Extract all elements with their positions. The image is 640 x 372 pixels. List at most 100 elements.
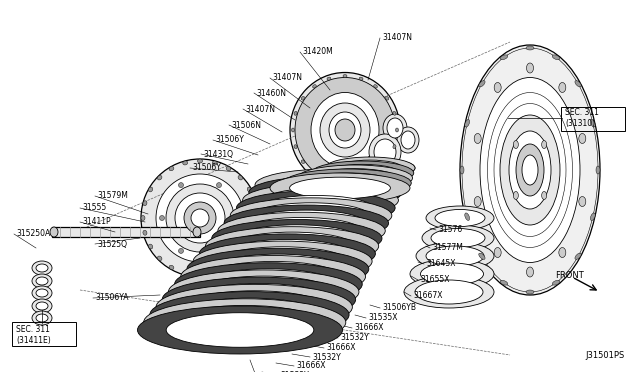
Ellipse shape [218, 247, 347, 276]
Ellipse shape [294, 111, 297, 115]
Ellipse shape [150, 292, 349, 338]
Ellipse shape [291, 128, 294, 132]
Ellipse shape [479, 253, 485, 259]
Ellipse shape [397, 127, 419, 153]
Ellipse shape [509, 131, 551, 209]
Ellipse shape [559, 247, 566, 257]
Ellipse shape [326, 164, 399, 182]
Text: 31666X: 31666X [354, 324, 383, 333]
Text: 31532Y: 31532Y [340, 334, 369, 343]
Ellipse shape [156, 284, 353, 330]
Ellipse shape [212, 161, 217, 165]
Ellipse shape [218, 212, 385, 249]
Ellipse shape [157, 176, 162, 180]
Ellipse shape [526, 46, 534, 50]
Ellipse shape [212, 254, 343, 284]
Ellipse shape [591, 213, 595, 221]
Ellipse shape [36, 277, 48, 285]
Ellipse shape [238, 256, 243, 260]
Ellipse shape [374, 84, 378, 88]
Ellipse shape [36, 289, 48, 297]
Ellipse shape [527, 63, 534, 73]
Ellipse shape [180, 256, 365, 298]
Text: 31532Y: 31532Y [312, 353, 340, 362]
Text: 31460N: 31460N [256, 89, 286, 97]
Text: 315250A: 315250A [16, 230, 51, 238]
Ellipse shape [198, 273, 202, 277]
Text: 31407N: 31407N [272, 74, 302, 83]
Ellipse shape [32, 274, 52, 288]
Ellipse shape [312, 84, 316, 88]
Ellipse shape [420, 263, 483, 285]
Ellipse shape [236, 225, 358, 252]
Ellipse shape [270, 173, 410, 203]
Ellipse shape [474, 196, 481, 206]
Ellipse shape [253, 203, 369, 228]
Ellipse shape [479, 81, 485, 87]
Ellipse shape [431, 228, 485, 247]
Ellipse shape [243, 183, 399, 217]
Ellipse shape [236, 215, 241, 221]
Ellipse shape [199, 234, 376, 273]
Ellipse shape [327, 180, 331, 183]
Ellipse shape [541, 192, 547, 199]
Ellipse shape [374, 139, 396, 165]
Ellipse shape [141, 159, 259, 277]
Ellipse shape [301, 160, 305, 164]
Ellipse shape [264, 188, 376, 212]
Ellipse shape [383, 114, 407, 142]
Text: 31579M: 31579M [97, 192, 128, 201]
Text: 31576: 31576 [438, 225, 462, 234]
Text: 31407N: 31407N [245, 105, 275, 113]
Ellipse shape [314, 169, 396, 187]
Ellipse shape [416, 242, 494, 270]
Ellipse shape [552, 280, 560, 285]
Ellipse shape [312, 172, 316, 175]
Ellipse shape [295, 77, 395, 183]
FancyBboxPatch shape [52, 227, 200, 237]
Ellipse shape [169, 167, 174, 171]
Ellipse shape [247, 210, 365, 236]
Ellipse shape [513, 141, 518, 148]
Ellipse shape [353, 162, 407, 174]
Ellipse shape [216, 183, 221, 187]
Text: 31411P: 31411P [82, 218, 111, 227]
Ellipse shape [247, 244, 252, 249]
Ellipse shape [226, 167, 231, 171]
Ellipse shape [178, 298, 321, 331]
Ellipse shape [343, 183, 347, 186]
Ellipse shape [253, 230, 257, 235]
Ellipse shape [343, 74, 347, 77]
Ellipse shape [301, 173, 394, 193]
Ellipse shape [325, 157, 415, 179]
Ellipse shape [36, 302, 48, 310]
Ellipse shape [311, 161, 413, 185]
Ellipse shape [311, 93, 379, 167]
Ellipse shape [516, 144, 544, 196]
Ellipse shape [591, 119, 595, 127]
Ellipse shape [172, 305, 317, 339]
Ellipse shape [224, 205, 388, 241]
Ellipse shape [393, 145, 396, 149]
Ellipse shape [236, 190, 395, 225]
Ellipse shape [500, 280, 508, 285]
Ellipse shape [522, 155, 538, 185]
Text: 31577M: 31577M [432, 244, 463, 253]
Ellipse shape [422, 225, 494, 251]
Ellipse shape [552, 55, 560, 60]
Ellipse shape [345, 159, 415, 177]
Text: 31535X: 31535X [368, 314, 397, 323]
Text: SEC. 311
(31411E): SEC. 311 (31411E) [16, 325, 51, 345]
Ellipse shape [183, 161, 188, 165]
Ellipse shape [255, 169, 405, 201]
Ellipse shape [156, 174, 244, 262]
Text: 31420M: 31420M [302, 48, 333, 57]
Ellipse shape [184, 291, 325, 324]
Ellipse shape [284, 169, 412, 197]
Ellipse shape [212, 219, 382, 257]
Text: 31666X: 31666X [326, 343, 355, 353]
Text: 31506YA: 31506YA [95, 294, 129, 302]
Ellipse shape [193, 227, 201, 237]
Ellipse shape [579, 196, 586, 206]
Ellipse shape [369, 134, 401, 170]
